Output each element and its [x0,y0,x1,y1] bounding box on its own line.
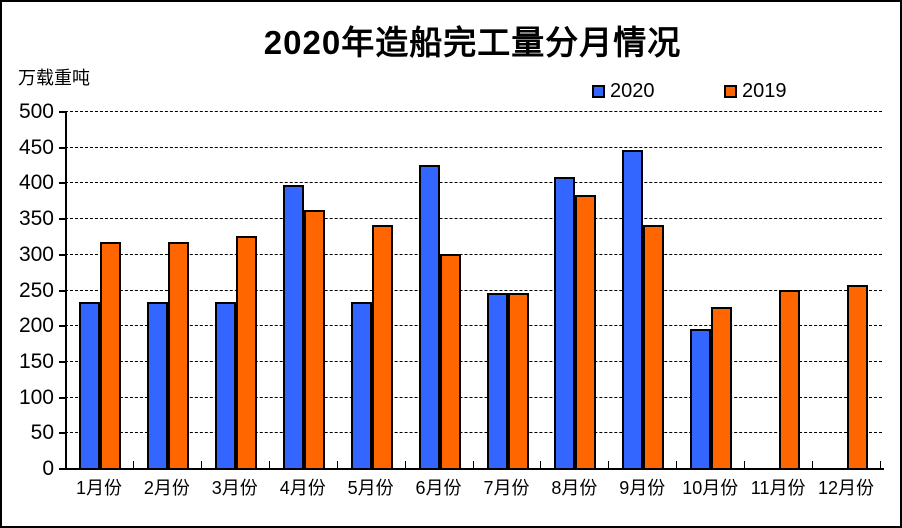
y-axis-line [65,111,67,470]
bar-2019-7月份 [507,293,529,468]
bar-2020-9月份 [622,150,644,468]
x-axis-tick [608,461,610,468]
y-tick-label-0: 0 [42,457,54,480]
x-category-label-9月份: 9月份 [619,478,666,498]
gridline-450 [65,146,882,148]
y-axis-tick [59,468,65,470]
bar-2019-9月份 [643,224,665,468]
x-category-label-6月份: 6月份 [415,478,462,498]
y-tick-label-450: 450 [18,135,54,159]
x-axis-tick [880,461,881,468]
y-axis-tick [59,218,65,221]
y-axis-tick [59,111,65,113]
x-axis-tick [336,461,338,468]
legend-item-2019: 2019 [724,80,787,102]
x-category-label-3月份: 3月份 [211,478,258,498]
bar-2020-8月份 [554,177,576,468]
y-tick-label-150: 150 [18,349,54,373]
legend-item-2020: 2020 [592,80,655,102]
x-category-label-2月份: 2月份 [143,478,190,498]
gridline-250 [65,289,882,291]
x-category-label-7月份: 7月份 [483,478,530,498]
legend: 2020 2019 [2,80,900,102]
legend-swatch-2020-icon [592,84,605,98]
y-axis-tick [59,289,65,292]
gridline-500 [65,111,882,112]
gridline-150 [65,360,882,362]
x-axis-tick [268,461,270,468]
bar-2020-1月份 [79,301,100,468]
y-tick-label-200: 200 [18,314,54,338]
x-category-label-5月份: 5月份 [347,478,394,498]
gridline-300 [65,253,882,255]
bar-2020-4月份 [282,184,304,468]
x-axis-line [65,468,884,470]
x-category-label-11月份: 11月份 [750,478,806,498]
bar-2019-12月份 [847,284,869,468]
gridline-50 [65,432,882,434]
bar-2019-6月份 [439,253,461,468]
y-tick-label-50: 50 [30,421,54,445]
x-category-label-10月份: 10月份 [682,478,739,498]
y-tick-label-300: 300 [18,242,54,266]
y-tick-label-400: 400 [18,171,54,195]
bar-2019-11月份 [779,289,801,468]
bar-2020-2月份 [146,301,168,468]
bar-2020-7月份 [486,293,508,468]
gridline-200 [65,325,882,327]
y-tick-label-250: 250 [18,278,54,302]
bar-2020-6月份 [418,164,440,468]
bar-2020-5月份 [350,301,372,468]
x-axis-tick [676,461,678,468]
y-axis-tick [59,360,65,363]
y-axis-tick [59,432,65,435]
bar-2019-5月份 [371,224,393,468]
y-axis-tick [59,396,65,399]
y-axis-tick [59,182,65,185]
y-axis-tick [59,325,65,328]
legend-swatch-2019-icon [724,84,737,98]
x-category-label-4月份: 4月份 [279,478,326,498]
x-axis-tick [132,461,134,468]
y-axis-tick [59,146,65,149]
x-axis-tick [472,461,474,468]
y-axis-tick [59,253,65,256]
gridline-100 [65,396,882,398]
y-axis-unit-label: 万载重吨 [18,68,90,88]
x-axis-tick [404,461,406,468]
y-tick-label-500: 500 [18,100,54,123]
x-category-label-8月份: 8月份 [551,478,598,498]
x-axis-tick [812,461,814,468]
bar-2020-10月份 [690,329,712,468]
bar-2019-4月份 [303,209,325,468]
bar-2019-8月份 [575,194,597,468]
x-axis-tick [540,461,542,468]
legend-label-2019: 2019 [742,80,787,102]
x-axis-tick [200,461,202,468]
bar-2019-1月份 [100,241,121,468]
bar-2020-3月份 [214,301,236,468]
chart-title: 2020年造船完工量分月情况 [263,24,682,61]
y-tick-label-100: 100 [18,385,54,409]
x-category-label-12月份: 12月份 [818,478,875,498]
y-tick-label-350: 350 [18,207,54,231]
x-category-label-1月份: 1月份 [75,478,122,498]
gridline-400 [65,182,882,184]
bar-2019-10月份 [711,306,733,468]
x-axis-tick [744,461,746,468]
legend-label-2020: 2020 [610,80,655,102]
gridline-350 [65,218,882,220]
bar-2019-3月份 [235,235,257,468]
bar-2019-2月份 [167,241,189,468]
